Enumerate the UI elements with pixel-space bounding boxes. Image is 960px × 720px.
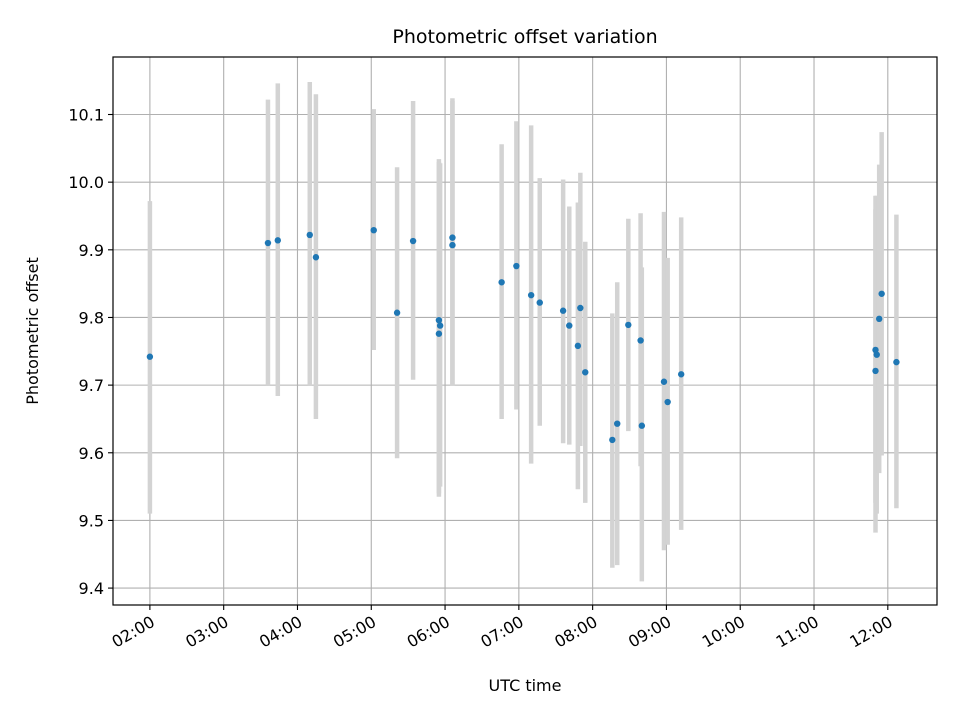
data-point: [306, 231, 313, 239]
data-point: [436, 322, 444, 329]
y-tick-label: 9.9: [79, 241, 104, 260]
data-point: [559, 307, 567, 314]
y-tick-label: 9.8: [79, 308, 104, 327]
data-point: [577, 304, 584, 312]
data-point: [614, 420, 621, 427]
data-point: [409, 237, 417, 245]
y-tick-label: 9.4: [79, 579, 104, 598]
data-point: [449, 241, 456, 249]
data-point: [566, 322, 573, 329]
data-point: [146, 353, 154, 360]
data-point: [574, 342, 582, 350]
data-point: [875, 315, 883, 323]
data-point: [873, 351, 880, 358]
data-point: [638, 422, 646, 429]
y-tick-label: 9.6: [79, 444, 104, 463]
y-tick-label: 10.1: [68, 106, 104, 125]
data-point: [312, 254, 320, 261]
y-axis-ticks: 9.4 9.5 9.6 9.7 9.8 9.9 10.0 10.1: [68, 106, 113, 598]
data-point: [872, 367, 879, 375]
chart-title: Photometric offset variation: [392, 26, 657, 48]
data-point: [637, 337, 644, 344]
data-points: [146, 226, 900, 444]
data-point: [536, 299, 543, 306]
y-tick-label: 9.5: [79, 511, 104, 530]
y-tick-label: 9.7: [79, 376, 104, 395]
data-point: [435, 316, 443, 324]
data-point: [274, 237, 281, 244]
data-point: [513, 262, 520, 270]
data-point: [609, 436, 616, 444]
data-point: [264, 239, 272, 247]
grid: [113, 57, 937, 605]
data-point: [370, 226, 377, 234]
y-axis-label: Photometric offset: [23, 257, 42, 405]
data-point: [878, 290, 885, 297]
data-point: [893, 358, 900, 366]
data-point: [393, 309, 401, 316]
data-point: [664, 398, 671, 406]
data-point: [660, 378, 668, 385]
plot-frame: [112, 56, 938, 606]
data-point: [498, 279, 505, 286]
data-point: [435, 330, 443, 337]
data-point: [449, 234, 456, 241]
data-point: [527, 291, 535, 299]
data-point: [582, 369, 589, 376]
x-axis-label: UTC time: [489, 676, 562, 695]
y-tick-label: 10.0: [68, 173, 104, 192]
data-point: [625, 321, 632, 329]
data-point: [677, 371, 685, 378]
